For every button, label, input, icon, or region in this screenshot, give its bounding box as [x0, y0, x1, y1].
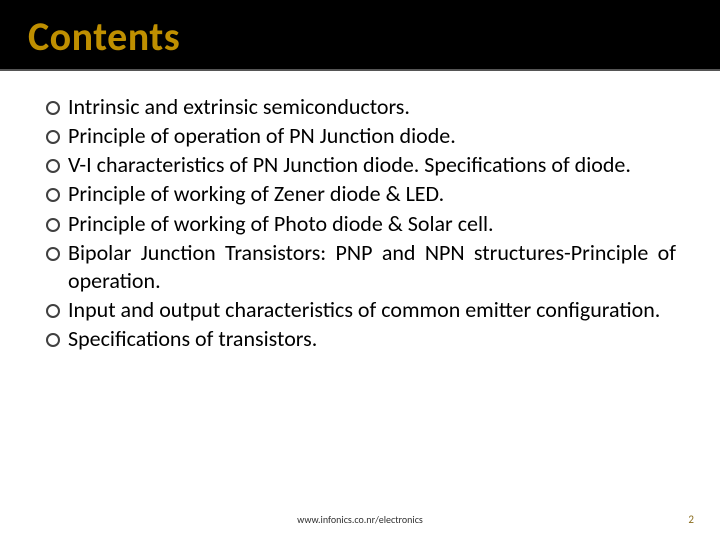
slide-title: Contents — [28, 12, 720, 61]
list-item: Specifications of transistors. — [44, 325, 676, 353]
list-item: V-I characteristics of PN Junction diode… — [44, 151, 676, 179]
content-area: Intrinsic and extrinsic semiconductors. … — [0, 71, 720, 353]
list-item: Principle of working of Photo diode & So… — [44, 210, 676, 238]
list-item: Principle of working of Zener diode & LE… — [44, 180, 676, 208]
list-item: Input and output characteristics of comm… — [44, 296, 676, 324]
list-item: Intrinsic and extrinsic semiconductors. — [44, 93, 676, 121]
contents-list: Intrinsic and extrinsic semiconductors. … — [44, 93, 676, 353]
footer-url: www.infonics.co.nr/electronics — [0, 513, 720, 526]
list-item: Bipolar Junction Transistors: PNP and NP… — [44, 239, 676, 295]
title-bar: Contents — [0, 0, 720, 71]
page-number: 2 — [688, 513, 694, 526]
list-item: Principle of operation of PN Junction di… — [44, 122, 676, 150]
